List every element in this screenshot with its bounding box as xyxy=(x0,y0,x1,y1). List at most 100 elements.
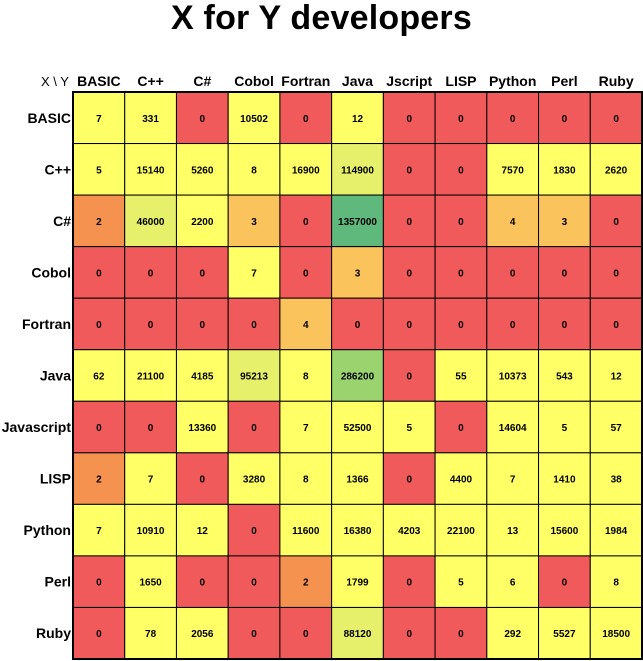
cell-value-label: 3 xyxy=(355,268,361,279)
heatmap-cell-ruby-python xyxy=(486,606,540,660)
cell-value-label: 10502 xyxy=(240,114,268,125)
heatmap-cell-javascript-basic xyxy=(72,400,126,454)
cell-value-label: 0 xyxy=(458,320,464,331)
column-header-c-: C++ xyxy=(137,73,163,89)
heatmap-cell-fortran-basic xyxy=(72,297,126,351)
heatmap-cell-basic-basic xyxy=(72,91,126,145)
grid-border xyxy=(72,91,643,660)
heatmap-cell-cobol-cobol xyxy=(227,246,281,299)
cell-value-label: 18500 xyxy=(602,629,630,640)
cell-value-label: 0 xyxy=(562,320,568,331)
heatmap-cell-ruby-ruby xyxy=(589,606,643,660)
heatmap-cell-c++-csharp xyxy=(175,143,229,196)
cell-value-label: 8 xyxy=(303,475,309,486)
heatmap-cell-ruby-lisp xyxy=(434,606,488,660)
heatmap-cell-c#-fortran xyxy=(279,194,333,248)
cell-value-label: 14604 xyxy=(499,423,527,434)
heatmap-cell-javascript-csharp xyxy=(175,400,229,454)
heatmap-cell-javascript-ruby xyxy=(589,400,643,454)
cell-value-label: 0 xyxy=(562,578,568,589)
heatmap-cell-fortran-python xyxy=(486,297,540,351)
heatmap-cell-c#-basic xyxy=(72,194,126,248)
heatmap-cell-java-java xyxy=(331,349,384,402)
cell-value-label: 5 xyxy=(562,423,568,434)
cell-value-label: 3280 xyxy=(243,475,266,486)
heatmap-cell-javascript-lisp xyxy=(434,400,488,454)
cell-value-label: 1650 xyxy=(139,578,162,589)
cell-value-label: 2 xyxy=(96,475,102,486)
heatmap-cell-lisp-jscript xyxy=(382,452,436,505)
row-header-perl: Perl xyxy=(45,574,71,590)
heatmap-cell-ruby-java xyxy=(331,606,384,660)
cell-value-label: 0 xyxy=(613,114,619,125)
cell-value-label: 0 xyxy=(406,165,412,176)
cell-value-label: 5 xyxy=(406,423,412,434)
cell-value-label: 0 xyxy=(613,217,619,228)
cell-value-label: 0 xyxy=(200,475,206,486)
heatmap-cell-fortran-jscript xyxy=(382,297,436,351)
cell-value-label: 0 xyxy=(458,217,464,228)
heatmap-cell-python-python xyxy=(486,503,540,557)
cell-value-label: 4 xyxy=(510,217,516,228)
cell-value-label: 95213 xyxy=(240,372,268,383)
cell-value-label: 16900 xyxy=(292,165,320,176)
cell-value-label: 5 xyxy=(458,578,464,589)
heatmap-cell-c#-python xyxy=(486,194,540,248)
column-header-fortran: Fortran xyxy=(281,73,330,89)
column-header-java: Java xyxy=(342,73,373,89)
heatmap-cell-java-basic xyxy=(72,349,126,402)
heatmap-cell-fortran-csharp xyxy=(175,297,229,351)
cell-value-label: 7570 xyxy=(502,165,525,176)
heatmap-cell-ruby-perl xyxy=(538,606,591,660)
heatmap-cell-javascript-cobol xyxy=(227,400,281,454)
cell-value-label: 2 xyxy=(303,578,309,589)
cell-value-label: 5260 xyxy=(191,165,214,176)
heatmap-cell-lisp-lisp xyxy=(434,452,488,505)
cell-value-label: 0 xyxy=(406,114,412,125)
heatmap-cell-basic-java xyxy=(331,91,384,145)
heatmap-cell-python-csharp xyxy=(175,503,229,557)
cell-value-label: 0 xyxy=(148,320,154,331)
cell-value-label: 10373 xyxy=(499,372,527,383)
cell-value-label: 7 xyxy=(510,475,516,486)
column-header-python: Python xyxy=(489,73,536,89)
cell-value-label: 38 xyxy=(611,475,623,486)
cell-value-label: 0 xyxy=(458,629,464,640)
cell-value-label: 0 xyxy=(251,629,257,640)
heatmap-cell-cobol-csharp xyxy=(175,246,229,299)
cell-value-label: 7 xyxy=(148,475,154,486)
cell-value-label: 0 xyxy=(458,268,464,279)
cell-value-label: 0 xyxy=(613,320,619,331)
cell-value-label: 0 xyxy=(510,114,516,125)
cell-value-label: 114900 xyxy=(341,165,374,176)
heatmap-cell-fortran-cobol xyxy=(227,297,281,351)
cell-value-label: 78 xyxy=(145,629,157,640)
cell-value-label: 2200 xyxy=(191,217,214,228)
cell-value-label: 0 xyxy=(406,629,412,640)
cell-value-label: 3 xyxy=(562,217,568,228)
cell-value-label: 0 xyxy=(406,372,412,383)
cell-value-label: 15140 xyxy=(137,165,165,176)
heatmap-cell-lisp-fortran xyxy=(279,452,333,505)
cell-value-label: 0 xyxy=(458,165,464,176)
cell-value-label: 0 xyxy=(200,114,206,125)
cell-value-label: 0 xyxy=(406,475,412,486)
cell-value-label: 2056 xyxy=(191,629,214,640)
cell-value-label: 0 xyxy=(200,578,206,589)
heatmap-cell-java-cobol xyxy=(227,349,281,402)
heatmap-cell-c++-python xyxy=(486,143,540,196)
row-header-cobol: Cobol xyxy=(31,264,71,280)
cell-value-label: 1366 xyxy=(346,475,369,486)
row-header-javascript: Javascript xyxy=(2,419,72,435)
heatmap-cell-javascript-python xyxy=(486,400,540,454)
cell-value-label: 4 xyxy=(303,320,309,331)
cell-value-label: 0 xyxy=(510,320,516,331)
corner-label: X \ Y xyxy=(41,74,69,89)
cell-value-label: 1357000 xyxy=(338,217,377,228)
cell-value-label: 13 xyxy=(507,526,519,537)
cell-value-label: 0 xyxy=(96,423,102,434)
cell-value-label: 0 xyxy=(148,423,154,434)
cell-value-label: 0 xyxy=(613,268,619,279)
cell-value-label: 8 xyxy=(303,372,309,383)
